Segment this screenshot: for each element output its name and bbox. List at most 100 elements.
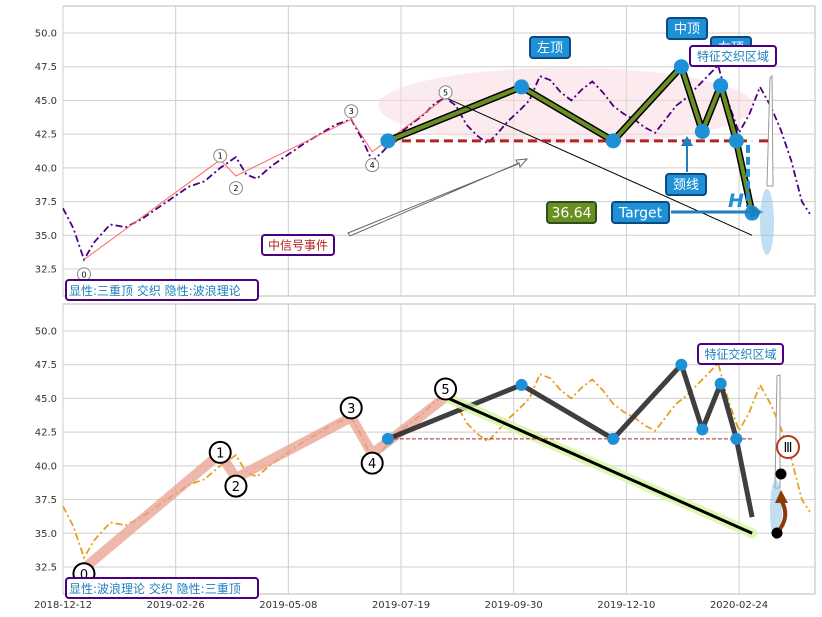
pivot-point <box>514 79 530 95</box>
wave-label-circle <box>344 104 359 119</box>
x-tick-label: 2019-07-19 <box>372 600 430 611</box>
wave-label-1: 1 <box>216 446 224 461</box>
target-label: Target <box>618 206 663 222</box>
pivot-point <box>675 358 688 371</box>
y-tick-label: 50.0 <box>35 28 57 39</box>
panel-bottom: 32.5 35.0 37.5 40.0 42.5 45.0 47.5 50.0 0 1 2 3 4 5 显性… <box>35 303 816 599</box>
y-tick-label: 40.0 <box>35 163 57 174</box>
neckline-label: 颈线 <box>673 178 699 193</box>
feature-zone-label-box <box>689 45 777 67</box>
pivot-point <box>381 432 394 445</box>
pattern-label: 显性:波浪理论 交织 隐性:三重顶 <box>65 577 259 599</box>
pivot-point <box>728 133 744 149</box>
feature-zone-label-bottom: 特征交织区域 <box>704 346 776 361</box>
wave-label-0: 0 <box>80 568 88 583</box>
price-series-line <box>62 361 811 560</box>
pivot-point <box>694 123 710 139</box>
target-shadow <box>760 189 774 255</box>
x-tick-label: 2020-02-24 <box>710 600 768 611</box>
pivot-point <box>713 78 729 94</box>
wave-label-5: 5 <box>443 88 448 97</box>
pivot-point <box>673 59 689 75</box>
pivot-point <box>696 423 709 436</box>
wave-label-circle <box>208 440 232 464</box>
roman-label: Ⅲ <box>784 441 793 456</box>
feature-zone-label-bottom-box <box>697 343 784 365</box>
y-tick-label: 47.5 <box>35 360 57 371</box>
pattern-label-text: 显性:波浪理论 交织 隐性:三重顶 <box>69 581 241 596</box>
signal-event-label: 中信号事件 <box>268 237 328 252</box>
neckline-label-box <box>665 173 707 196</box>
mid-top-label-box <box>666 17 708 40</box>
left-top-label-box <box>529 36 571 59</box>
pivot-point <box>515 378 528 391</box>
wave-label-circle <box>360 451 384 475</box>
wave-c-line <box>444 395 753 535</box>
wave-label-2: 2 <box>233 184 238 193</box>
neckline-arrowhead <box>681 136 693 146</box>
reversal-arrowhead <box>775 490 788 503</box>
y-tick-label: 42.5 <box>35 130 57 141</box>
wave-label-3: 3 <box>349 107 354 116</box>
wave-label-circle <box>339 396 363 420</box>
pivot-point <box>714 377 727 390</box>
x-tick-label: 2019-09-30 <box>485 600 543 611</box>
y-tick-label: 45.0 <box>35 96 57 107</box>
x-tick-label: 2019-02-26 <box>147 600 205 611</box>
triple-top-line <box>387 64 755 214</box>
x-tick-label: 2019-12-10 <box>597 600 655 611</box>
mid-top-label: 中顶 <box>674 22 700 37</box>
y-tick-label: 35.0 <box>35 231 57 242</box>
y-tick-label: 37.5 <box>35 197 57 208</box>
y-tick-label: 50.0 <box>35 326 57 337</box>
pivot-dot-upper <box>775 468 787 480</box>
pivot-point <box>730 432 743 445</box>
signal-event-label-box <box>261 234 335 256</box>
wave-label-circle <box>434 377 458 401</box>
wave-label-4: 4 <box>368 457 376 472</box>
pattern-label: 显性:三重顶 交织 隐性:波浪理论 <box>65 279 259 301</box>
feature-zone-arrow <box>766 74 774 187</box>
target-value-label-box <box>546 201 597 224</box>
wave-label-2: 2 <box>232 480 240 495</box>
roman-circle <box>776 435 800 459</box>
price-series-line <box>62 63 811 262</box>
y-tick-label: 32.5 <box>35 265 57 276</box>
wave-label-circle <box>228 181 243 196</box>
y-tick-label: 32.5 <box>35 563 57 574</box>
wave-label-1: 1 <box>218 152 223 161</box>
y-tick-label: 37.5 <box>35 495 57 506</box>
wave-label-0: 0 <box>81 270 86 279</box>
pattern-label-box <box>65 279 259 301</box>
pivot-dot-lower <box>771 527 783 539</box>
y-tick-label: 47.5 <box>35 62 57 73</box>
wave-label-circle <box>224 474 248 498</box>
y-tick-label: 42.5 <box>35 428 57 439</box>
pivot-point <box>607 432 620 445</box>
pivot-point <box>605 133 621 149</box>
wave-band <box>80 393 449 573</box>
wave-label-circle <box>213 148 228 163</box>
target-value-label: 36.64 <box>551 206 591 222</box>
triple-top-line <box>386 362 755 518</box>
wave-label-circle <box>438 85 453 100</box>
target-label-box <box>611 201 670 224</box>
y-tick-label: 45.0 <box>35 394 57 405</box>
feature-zone-label: 特征交织区域 <box>697 48 769 63</box>
pattern-label-box <box>65 577 259 599</box>
x-tick-label: 2019-05-08 <box>259 600 317 611</box>
pattern-label-text: 显性:三重顶 交织 隐性:波浪理论 <box>69 283 241 298</box>
wave-label-circle <box>365 158 380 173</box>
signal-event-arrow <box>347 158 529 237</box>
target-arrowhead <box>750 206 764 218</box>
wave-label-5: 5 <box>441 383 449 398</box>
y-tick-label: 40.0 <box>35 461 57 472</box>
y-tick-label: 35.0 <box>35 529 57 540</box>
left-top-label: 左顶 <box>537 41 563 56</box>
wave-label-4: 4 <box>370 161 375 170</box>
x-tick-label: 2018-12-12 <box>34 600 92 611</box>
pivot-point <box>380 133 396 149</box>
wave-label-3: 3 <box>347 402 355 417</box>
height-mark: H <box>728 190 744 212</box>
